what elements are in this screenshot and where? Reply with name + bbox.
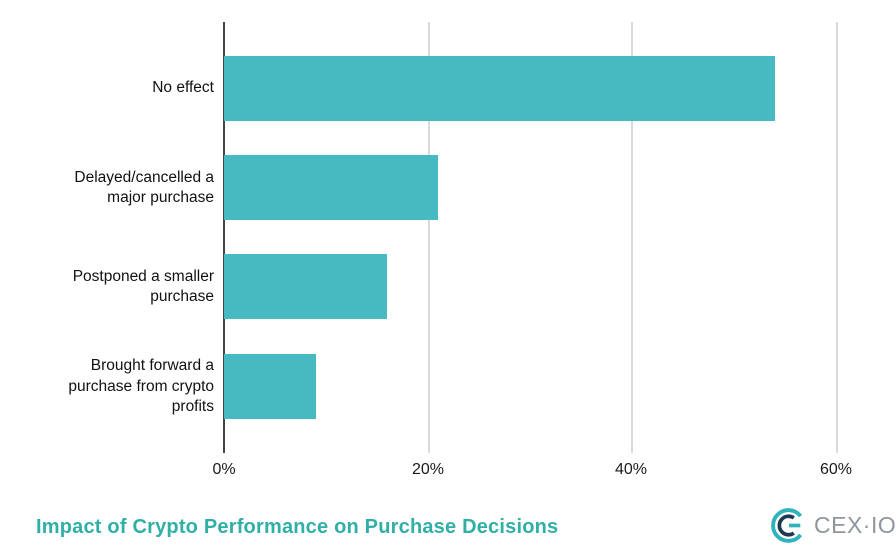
x-tick-20: 20%: [411, 461, 445, 478]
bar-delayed-major: [224, 155, 438, 220]
bar-no-effect: [224, 56, 775, 121]
x-tick-60: 60%: [819, 461, 853, 478]
cexio-logo-icon: [768, 505, 809, 546]
x-tick-40: 40%: [614, 461, 648, 478]
cexio-logo: CEX·IO: [768, 505, 896, 546]
x-tick-0: 0%: [212, 461, 236, 478]
category-label-postponed-smaller: Postponed a smaller purchase: [72, 267, 214, 305]
gridline-20: [428, 22, 430, 453]
gridline-40: [631, 22, 633, 453]
category-label-no-effect: No effect: [152, 78, 214, 96]
chart-title: Impact of Crypto Performance on Purchase…: [36, 516, 559, 538]
cexio-logo-text: CEX·IO: [814, 512, 896, 538]
category-label-delayed-major: Delayed/cancelled a major purchase: [74, 168, 214, 206]
bar-brought-forward: [224, 354, 316, 419]
category-label-brought-forward: Brought forward a purchase from crypto p…: [68, 357, 214, 416]
y-axis-line: [223, 22, 225, 453]
gridline-60: [836, 22, 838, 453]
bar-postponed-smaller: [224, 254, 387, 319]
